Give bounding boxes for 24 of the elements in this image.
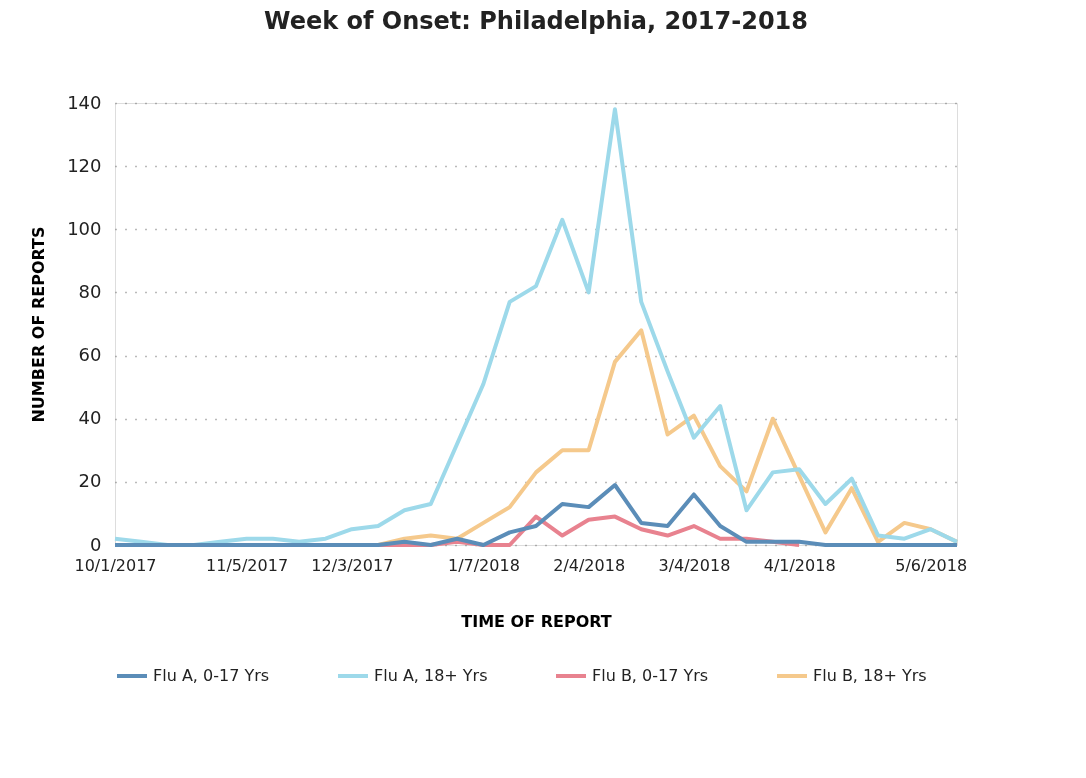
legend-label: Flu A, 18+ Yrs (374, 666, 488, 685)
x-tick-label: 3/4/2018 (658, 555, 731, 575)
y-tick-label: 100 (67, 217, 102, 239)
x-tick-label: 1/7/2018 (447, 555, 520, 575)
chart-title: Week of Onset: Philadelphia, 2017-2018 (264, 7, 808, 35)
legend-label: Flu B, 0-17 Yrs (592, 666, 709, 685)
y-tick-label: 60 (78, 344, 102, 366)
x-tick-label: 10/1/2017 (74, 555, 157, 575)
y-tick-label: 40 (78, 407, 102, 429)
x-tick-label: 5/6/2018 (895, 555, 968, 575)
y-tick-label: 120 (67, 154, 102, 176)
x-tick-label: 12/3/2017 (311, 555, 394, 575)
x-axis-title: TIME OF REPORT (461, 611, 612, 631)
y-tick-label: 20 (78, 470, 102, 492)
legend-label: Flu B, 18+ Yrs (813, 666, 927, 685)
y-tick-label: 0 (90, 533, 102, 555)
x-tick-label: 4/1/2018 (763, 555, 836, 575)
y-tick-label: 140 (67, 91, 102, 113)
x-tick-label: 2/4/2018 (553, 555, 626, 575)
y-axis-title: NUMBER OF REPORTS (29, 226, 49, 423)
y-tick-label: 80 (78, 280, 102, 302)
x-tick-label: 11/5/2017 (206, 555, 289, 575)
line-series (113, 483, 959, 547)
legend-label: Flu A, 0-17 Yrs (153, 666, 270, 685)
